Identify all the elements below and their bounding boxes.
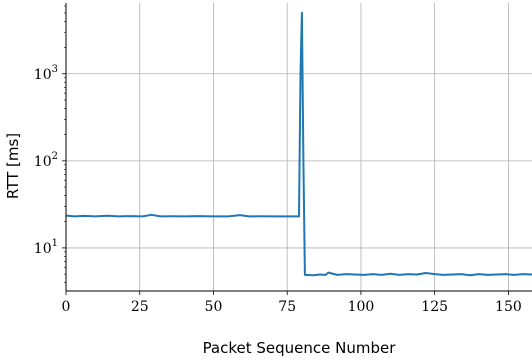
series-layer [65,11,532,277]
x-axis-label: Packet Sequence Number [203,339,397,357]
x-tick-label: 0 [62,299,71,315]
y-axis-label: RTT [ms] [4,133,22,199]
x-tick-label: 50 [205,299,223,315]
x-tick-label: 125 [421,299,448,315]
x-tick-label: 75 [278,299,296,315]
x-tick-label: 150 [495,299,522,315]
x-tick-label: 25 [131,299,149,315]
y-tick-label: 101 [34,238,58,257]
rtt-series-line [65,11,532,277]
y-tick-label: 103 [34,64,58,83]
axes-layer: 0 25 50 75 100 125 150 101 102 103 [34,3,532,315]
y-tick-label: 102 [34,151,58,170]
x-tick-label: 100 [348,299,375,315]
